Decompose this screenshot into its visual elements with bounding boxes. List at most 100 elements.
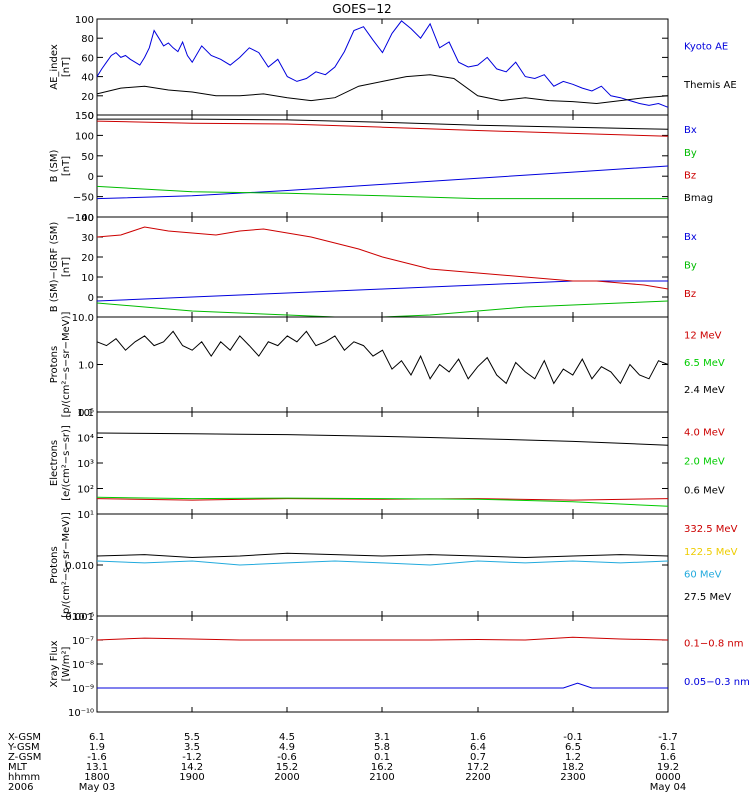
legend-entry: Kyoto AE [684,42,728,53]
y-axis-label: [nT] [61,156,72,176]
panel-frame [96,316,669,413]
y-tick-label: 0 [88,293,94,304]
y-tick-label: 20 [81,92,94,103]
y-axis-label: B (SM) [49,149,60,182]
footer-cell: -1.7 [658,732,678,743]
panel-2: −100 −50 0 50 100 150 B (SM) [nT] Bx By Bz Bmag [49,111,713,224]
footer-cell: 13.1 [86,762,108,773]
panel-6: 0.001 0.010 Protons [p/(cm²−s−sr−MeV)] 332.5… [49,512,738,623]
chart-title: GOES−12 [332,2,391,16]
y-tick-label: 0.1 [78,408,94,419]
legend-entry: 6.5 MeV [684,358,725,369]
footer-cell: 6.1 [660,742,676,753]
footer-date-start: May 03 [79,782,116,793]
series-line-by [96,185,668,200]
y-axis-label: AE_index [49,44,60,90]
series-line-themis-ae [96,74,669,105]
series-line-0-05-0-3-nm [97,682,668,689]
series-line-2-4-mev [96,330,669,385]
footer-cell: 14.2 [181,762,203,773]
y-tick-label: −100 [67,213,94,224]
footer-cell: 6.5 [565,742,581,753]
footer-cell: 19.2 [657,762,679,773]
footer-cell: 5.8 [374,742,390,753]
footer-row-label: MLT [8,762,28,773]
y-tick-label: 100 [75,15,94,26]
footer-cell: -1.6 [87,752,107,763]
y-tick-label: 100 [75,131,94,142]
legend-entry: By [684,148,697,159]
footer-cell: 1.6 [660,752,676,763]
footer-cell: 3.1 [374,732,390,743]
y-tick-label: 10⁻⁷ [72,636,94,647]
footer-cell: -1.2 [182,752,202,763]
panel-3: 0 10 20 30 40 B (SM)−IGRF (SM) [nT] Bx By Bz [49,213,697,318]
footer-row-label: Z-GSM [8,752,41,763]
footer-cell: 6.1 [89,732,105,743]
panel-7: 10⁻¹⁰ 10⁻⁹ 10⁻⁸ 10⁻⁷ 10⁻⁶ Xray Flux [W/m²] 0.1−… [49,612,750,719]
y-tick-label: 0 [88,111,94,122]
legend-entry: 12 MeV [684,331,722,342]
y-tick-label: 10² [77,485,94,496]
y-tick-label: 10.0 [72,313,94,324]
footer-cell: 2100 [369,772,394,783]
series-line-2-0-mev [96,496,669,507]
series-line-0-1-0-8-nm [96,636,669,641]
footer-cell: 3.5 [184,742,200,753]
footer-cell: 0000 [655,772,680,783]
footer-cell: 2000 [274,772,299,783]
footer-cell: 15.2 [276,762,298,773]
series-line-4-0-mev [96,498,669,501]
series-line-bz [96,120,669,137]
footer-cell: 5.5 [184,732,200,743]
footer-cell: 1.6 [470,732,486,743]
footer-date-end: May 04 [650,782,687,793]
footer-cell: -0.6 [277,752,297,763]
y-tick-label: 10⁵ [77,408,94,419]
legend-entry: 2.4 MeV [684,385,725,396]
legend-entry: Themis AE [683,80,737,91]
footer-cell: 1800 [84,772,109,783]
legend-entry: 0.05−0.3 nm [684,677,750,688]
footer-row-label: Y-GSM [7,742,40,753]
y-tick-label: 0.010 [65,561,94,572]
y-axis-label: [nT] [61,257,72,277]
legend-entry: Bx [684,125,697,136]
footer-cell: 4.9 [279,742,295,753]
series-line-kyoto-ae [96,20,669,108]
series-line-bx [96,280,668,302]
panel-4: 0.1 1.0 10.0 Protons [p/(cm²−s−sr−MeV)] 12 Me… [49,311,725,419]
panel-frame [96,615,669,713]
footer-cell: 4.5 [279,732,295,743]
footer-cell: 16.2 [371,762,393,773]
legend-entry: Bmag [684,193,713,204]
y-axis-label: [W/m²] [61,646,72,681]
footer-year: 2006 [8,782,33,793]
legend-entry: Bx [684,232,697,243]
legend-entry: 0.1−0.8 nm [684,639,743,650]
legend-entry: 122.5 MeV [684,547,738,558]
y-tick-label: 10⁻⁸ [72,660,94,671]
footer-cell: 6.4 [470,742,486,753]
y-tick-label: 40 [81,213,94,224]
y-axis-label: [e/(cm²−s−sr)] [61,425,72,501]
footer-cell: 1900 [179,772,204,783]
series-line-0-6-mev [96,432,669,446]
series-line-27-5-mev [96,552,669,559]
y-tick-label: 60 [81,53,94,64]
y-axis-label: [p/(cm²−s−sr−MeV)] [61,512,72,618]
legend-entry: 60 MeV [684,569,722,580]
y-tick-label: 40 [81,73,94,84]
y-tick-label: 10³ [77,459,94,470]
y-tick-label: 0.001 [65,612,94,623]
series-line-60-mev [96,560,669,566]
panel-frame [96,513,669,617]
panel-frame [96,114,669,218]
footer-cell: 0.7 [470,752,486,763]
footer-cell: 1.2 [565,752,581,763]
legend-entry: 4.0 MeV [684,427,725,438]
legend-entry: 332.5 MeV [684,524,738,535]
panel-1: 0 20 40 60 80 100 AE_index [nT] Kyoto AE Themis A… [49,15,737,122]
footer-cell: 17.2 [467,762,489,773]
y-tick-label: 10⁻¹⁰ [68,708,94,719]
